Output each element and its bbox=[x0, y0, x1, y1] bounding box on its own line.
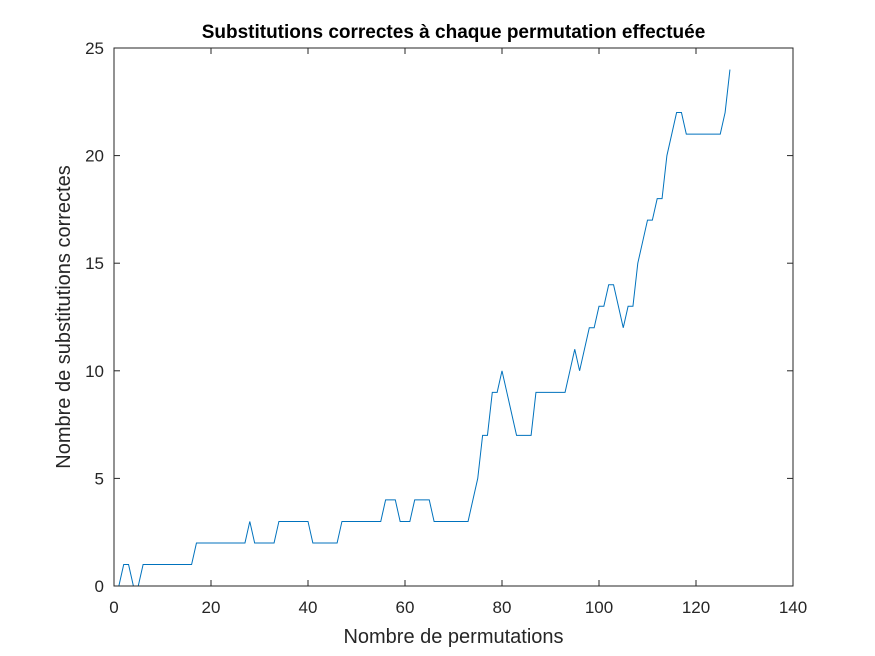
series-line bbox=[118, 69, 731, 587]
x-tick-label: 40 bbox=[299, 598, 318, 617]
x-axis-label: Nombre de permutations bbox=[343, 626, 563, 648]
x-tick-label: 140 bbox=[779, 598, 807, 617]
y-tick-label: 0 bbox=[95, 577, 104, 596]
x-tick-label: 0 bbox=[109, 598, 118, 617]
tick-labels: 0 20 40 60 80 100 120 140 0 5 10 15 20 25 bbox=[85, 39, 807, 617]
y-axis-label: Nombre de substitutions correctes bbox=[53, 165, 75, 468]
y-tick-label: 10 bbox=[85, 362, 104, 381]
x-tick-label: 120 bbox=[682, 598, 710, 617]
y-tick-label: 25 bbox=[85, 39, 104, 58]
axis-ticks bbox=[113, 47, 794, 587]
x-tick-label: 20 bbox=[202, 598, 221, 617]
y-tick-label: 15 bbox=[85, 254, 104, 273]
chart-title: Substitutions correctes à chaque permuta… bbox=[202, 22, 706, 43]
y-tick-label: 5 bbox=[95, 469, 104, 488]
x-tick-label: 100 bbox=[585, 598, 613, 617]
x-tick-label: 80 bbox=[493, 598, 512, 617]
x-tick-label: 60 bbox=[396, 598, 415, 617]
plot-frame bbox=[113, 47, 794, 587]
y-tick-label: 20 bbox=[85, 147, 104, 166]
